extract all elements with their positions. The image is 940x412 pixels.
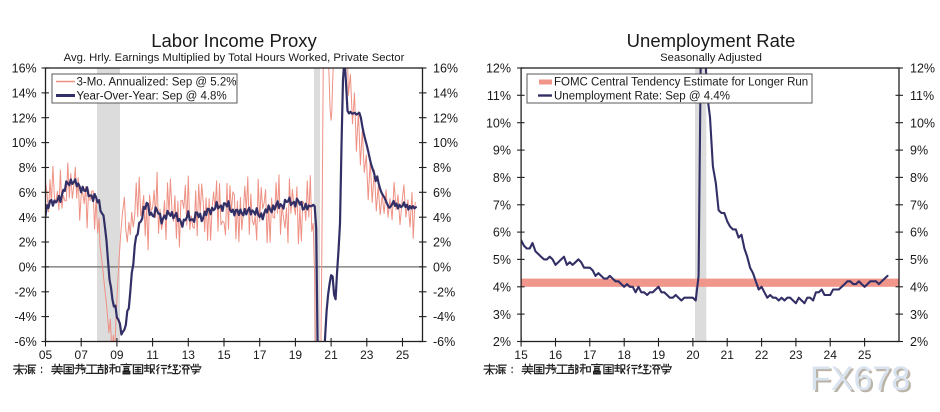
- svg-text:10%: 10%: [433, 136, 458, 150]
- svg-text:14%: 14%: [433, 87, 458, 101]
- svg-text:7%: 7%: [493, 198, 511, 212]
- svg-text:Year-Over-Year: Sep @ 4.8%: Year-Over-Year: Sep @ 4.8%: [77, 91, 227, 103]
- svg-text:19: 19: [652, 348, 666, 362]
- svg-text:12%: 12%: [12, 111, 37, 125]
- svg-text:12%: 12%: [433, 111, 458, 125]
- svg-text:4%: 4%: [910, 280, 928, 294]
- svg-text:20: 20: [686, 348, 700, 362]
- svg-text:Labor Income Proxy: Labor Income Proxy: [151, 30, 317, 51]
- svg-text:23: 23: [360, 348, 374, 362]
- svg-text:-2%: -2%: [14, 285, 36, 299]
- svg-text:13: 13: [182, 348, 196, 362]
- svg-text:9%: 9%: [910, 144, 928, 158]
- svg-text:8%: 8%: [19, 161, 37, 175]
- svg-text:09: 09: [110, 348, 124, 362]
- svg-text:7%: 7%: [910, 198, 928, 212]
- svg-text:0%: 0%: [433, 261, 451, 275]
- svg-text:8%: 8%: [493, 171, 511, 185]
- svg-text:6%: 6%: [910, 226, 928, 240]
- svg-text:17: 17: [583, 348, 597, 362]
- svg-text:Unemployment Rate: Sep @ 4.4%: Unemployment Rate: Sep @ 4.4%: [554, 91, 730, 103]
- svg-text:12%: 12%: [910, 62, 935, 76]
- svg-text:19: 19: [289, 348, 303, 362]
- svg-text:3-Mo. Annualized: Sep @ 5.2%: 3-Mo. Annualized: Sep @ 5.2%: [77, 77, 237, 89]
- svg-text:4%: 4%: [19, 211, 37, 225]
- svg-text:Avg. Hrly. Earnings Multiplied: Avg. Hrly. Earnings Multiplied by Total …: [64, 52, 405, 64]
- svg-text:-4%: -4%: [14, 310, 36, 324]
- svg-text:2%: 2%: [19, 236, 37, 250]
- svg-text:23: 23: [789, 348, 803, 362]
- svg-text:16%: 16%: [12, 62, 37, 76]
- svg-text:10%: 10%: [12, 136, 37, 150]
- svg-text:12%: 12%: [486, 62, 511, 76]
- svg-text:21: 21: [721, 348, 735, 362]
- svg-text:07: 07: [75, 348, 89, 362]
- svg-text:15: 15: [514, 348, 528, 362]
- svg-text:5%: 5%: [910, 253, 928, 267]
- svg-text:6%: 6%: [433, 186, 451, 200]
- svg-text:3%: 3%: [910, 308, 928, 322]
- svg-text:18: 18: [618, 348, 632, 362]
- svg-text:21: 21: [324, 348, 338, 362]
- svg-text:Unemployment Rate: Unemployment Rate: [627, 30, 796, 51]
- svg-text:05: 05: [39, 348, 53, 362]
- svg-text:4%: 4%: [433, 211, 451, 225]
- svg-text:16: 16: [549, 348, 563, 362]
- svg-text:2%: 2%: [910, 335, 928, 349]
- svg-text:8%: 8%: [910, 171, 928, 185]
- svg-text:2%: 2%: [493, 335, 511, 349]
- svg-text:15: 15: [217, 348, 231, 362]
- svg-text:Seasonally Adjusted: Seasonally Adjusted: [660, 52, 762, 64]
- svg-text:3%: 3%: [493, 308, 511, 322]
- svg-text:6%: 6%: [493, 226, 511, 240]
- svg-text:8%: 8%: [433, 161, 451, 175]
- svg-text:FX678: FX678: [812, 362, 912, 400]
- svg-text:11%: 11%: [910, 89, 934, 103]
- svg-text:14%: 14%: [12, 87, 37, 101]
- svg-text:4%: 4%: [493, 280, 511, 294]
- svg-text:11%: 11%: [487, 89, 511, 103]
- svg-text:22: 22: [755, 348, 769, 362]
- svg-text:-2%: -2%: [433, 285, 455, 299]
- svg-text:-6%: -6%: [433, 335, 455, 349]
- svg-text:10%: 10%: [910, 116, 935, 130]
- svg-text:11: 11: [146, 348, 159, 362]
- svg-text:10%: 10%: [486, 116, 511, 130]
- svg-text:-6%: -6%: [14, 335, 36, 349]
- svg-text:24: 24: [824, 348, 838, 362]
- svg-text:6%: 6%: [19, 186, 37, 200]
- svg-text:16%: 16%: [433, 62, 458, 76]
- svg-text:5%: 5%: [493, 253, 511, 267]
- svg-text:25: 25: [858, 348, 872, 362]
- svg-text:0%: 0%: [19, 261, 37, 275]
- svg-text:17: 17: [253, 348, 267, 362]
- svg-text:FOMC Central Tendency Estimate: FOMC Central Tendency Estimate for Longe…: [554, 77, 808, 89]
- svg-text:25: 25: [396, 348, 410, 362]
- svg-text:-4%: -4%: [433, 310, 455, 324]
- svg-text:FX678: FX678: [810, 360, 910, 398]
- svg-text:9%: 9%: [493, 144, 511, 158]
- svg-text:2%: 2%: [433, 236, 451, 250]
